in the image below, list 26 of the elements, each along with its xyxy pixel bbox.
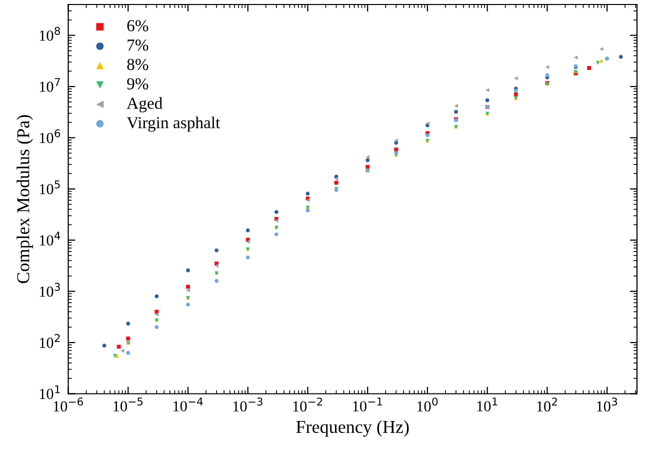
y-axis-title: Complex Modulus (Pa) — [16, 115, 33, 284]
legend-label: 7% — [128, 39, 148, 51]
x-axis-title: Frequency (Hz) — [296, 420, 409, 437]
x-tick-label: 10$^{−2}$ — [293, 398, 322, 412]
y-tick-label: 10$^{1}$ — [40, 385, 60, 400]
x-tick-label: 10$^{−5}$ — [114, 398, 143, 412]
x-tick-label: 10$^{−1}$ — [353, 398, 382, 412]
legend-label: 6% — [127, 20, 148, 32]
y-tick-label: 10$^{3}$ — [40, 282, 60, 297]
x-tick-label: 10$^{−4}$ — [174, 398, 203, 412]
x-tick-label: 10$^{1}$ — [477, 398, 498, 412]
y-tick-label: 10$^{7}$ — [40, 78, 60, 92]
x-tick-label: 10$^{0}$ — [417, 398, 438, 412]
x-tick-label: 10$^{−6}$ — [54, 398, 83, 412]
y-tick-label: 10$^{6}$ — [40, 129, 60, 144]
y-tick-label: 10$^{5}$ — [40, 180, 60, 194]
legend-label: 9% — [127, 78, 148, 90]
y-tick-label: 10$^{2}$ — [40, 334, 60, 348]
legend-label: Aged — [126, 97, 162, 112]
x-tick-label: 10$^{−3}$ — [233, 398, 262, 412]
legend-label: 8% — [127, 58, 148, 70]
y-tick-label: 10$^{8}$ — [40, 26, 60, 41]
legend-label: Virgin asphalt — [126, 116, 220, 132]
y-tick-label: 10$^{4}$ — [40, 232, 60, 246]
x-tick-label: 10$^{2}$ — [537, 398, 557, 412]
x-tick-label: 10$^{3}$ — [597, 398, 618, 412]
